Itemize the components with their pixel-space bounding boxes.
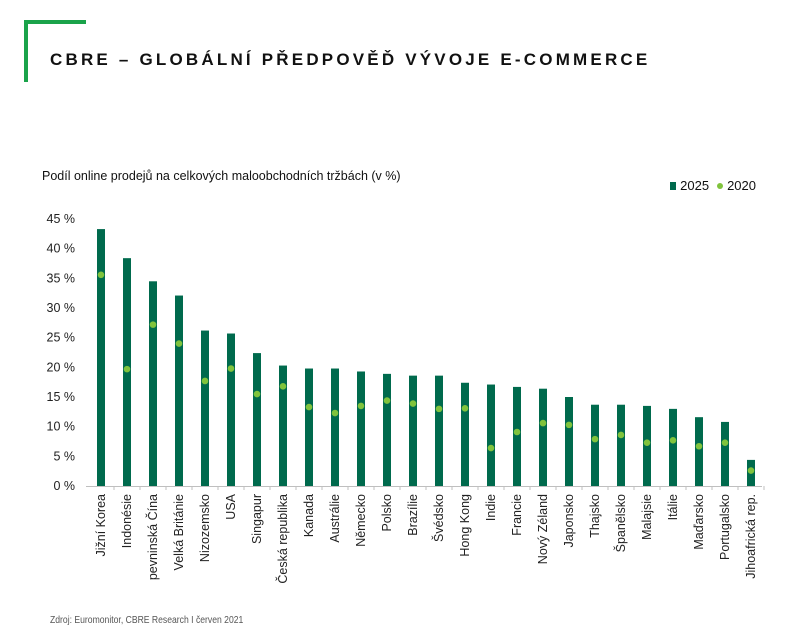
point-2020 (305, 403, 313, 411)
x-tick-label: Velká Británie (172, 494, 186, 570)
x-tick-label: Hong Kong (458, 494, 472, 557)
x-tick-label: Maďarsko (692, 494, 706, 550)
title-bracket-horizontal (24, 20, 86, 24)
bar-2025 (175, 295, 183, 486)
point-2020 (227, 365, 235, 372)
bar-2025 (539, 388, 547, 486)
point-2020 (565, 421, 573, 429)
x-tick-label: Kanada (302, 494, 316, 537)
bar-2025 (97, 229, 105, 486)
y-tick-label: 40 % (47, 242, 76, 256)
x-tick-label: Česká republika (275, 494, 290, 584)
chart-legend: 2025 2020 (670, 178, 756, 193)
bar-2025 (357, 371, 365, 486)
point-2020 (513, 428, 521, 436)
point-2020 (253, 390, 261, 398)
bar-2025 (331, 368, 339, 486)
bar-2025 (201, 330, 209, 486)
x-tick-label: Nizozemsko (198, 494, 212, 562)
bar-2025 (409, 375, 417, 486)
x-tick-label: Itálie (666, 494, 680, 520)
point-2020 (617, 431, 625, 439)
bar-2025 (305, 368, 313, 486)
x-tick-label: Španělsko (613, 494, 628, 552)
point-2020 (279, 383, 287, 390)
x-tick-label: Singapur (250, 494, 264, 544)
bar-2025 (253, 353, 261, 486)
x-tick-label: Jižní Korea (94, 494, 108, 557)
point-2020 (123, 365, 131, 373)
x-tick-label: Německo (354, 494, 368, 547)
x-tick-label: Portugalsko (718, 494, 732, 560)
point-2020 (591, 435, 599, 443)
x-tick-label: Thajsko (588, 494, 602, 538)
x-tick-label: Japonsko (562, 494, 576, 548)
bar-2025 (591, 404, 599, 486)
point-2020 (695, 442, 703, 450)
point-2020 (461, 404, 469, 412)
x-tick-label: Švédsko (431, 494, 446, 542)
point-2020 (435, 405, 443, 413)
x-tick-label: USA (224, 493, 238, 519)
bar-2025 (149, 281, 157, 486)
point-2020 (175, 340, 183, 347)
point-2020 (669, 437, 677, 444)
y-tick-label: 45 % (47, 212, 76, 226)
page-title: CBRE – GLOBÁLNÍ PŘEDPOVĚĎ VÝVOJE E-COMME… (50, 50, 651, 69)
point-2020 (409, 400, 417, 407)
point-2020 (97, 271, 105, 279)
x-tick-label: Brazílie (406, 494, 420, 536)
bar-2025 (435, 375, 443, 486)
bar-2025 (383, 373, 391, 486)
chart-subtitle: Podíl online prodejů na celkových maloob… (42, 169, 401, 183)
bar-2025 (487, 384, 495, 486)
x-tick-label: Nový Zéland (536, 494, 550, 564)
y-tick-label: 35 % (47, 271, 76, 285)
point-2020 (643, 439, 651, 446)
point-2020 (721, 439, 729, 446)
x-tick-label: Austrálie (328, 494, 342, 543)
bar-2025 (565, 397, 573, 486)
source-note: Zdroj: Euromonitor, CBRE Research I červ… (50, 614, 244, 626)
legend-bar-swatch (670, 181, 677, 190)
x-tick-label: Polsko (380, 494, 394, 532)
x-tick-label: Indonésie (120, 494, 134, 548)
legend-item-2025: 2025 (670, 178, 709, 193)
bar-2025 (669, 408, 677, 486)
bar-2025 (279, 365, 287, 486)
x-tick-label: Malajsie (640, 494, 654, 540)
legend-item-2020: 2020 (717, 178, 756, 193)
y-tick-label: 30 % (47, 301, 76, 315)
y-tick-label: 20 % (47, 360, 76, 374)
legend-label-2020: 2020 (727, 178, 756, 193)
bar-2025 (461, 382, 469, 486)
bar-2025 (617, 404, 625, 486)
x-tick-label: Jihoafrická rep. (744, 494, 758, 579)
point-2020 (149, 321, 157, 328)
point-2020 (539, 419, 547, 427)
title-bracket-vertical (24, 20, 28, 82)
bar-2025 (695, 417, 703, 486)
point-2020 (747, 467, 755, 474)
point-2020 (331, 409, 339, 417)
legend-label-2025: 2025 (680, 178, 710, 193)
point-2020 (487, 444, 495, 452)
x-tick-label: pevninská Čína (145, 494, 160, 580)
bar-2025 (227, 333, 235, 486)
y-tick-label: 5 % (53, 449, 75, 463)
bar-2025 (513, 386, 521, 486)
y-tick-label: 10 % (47, 420, 76, 434)
point-2020 (383, 397, 391, 404)
y-tick-label: 0 % (53, 479, 75, 493)
x-tick-label: Indie (484, 494, 498, 521)
point-2020 (201, 377, 209, 385)
y-tick-label: 15 % (47, 390, 76, 404)
bar-2025 (721, 421, 729, 486)
legend-dot-swatch (717, 182, 724, 189)
y-tick-label: 25 % (47, 331, 76, 345)
point-2020 (357, 402, 365, 410)
x-tick-label: Francie (510, 494, 524, 536)
